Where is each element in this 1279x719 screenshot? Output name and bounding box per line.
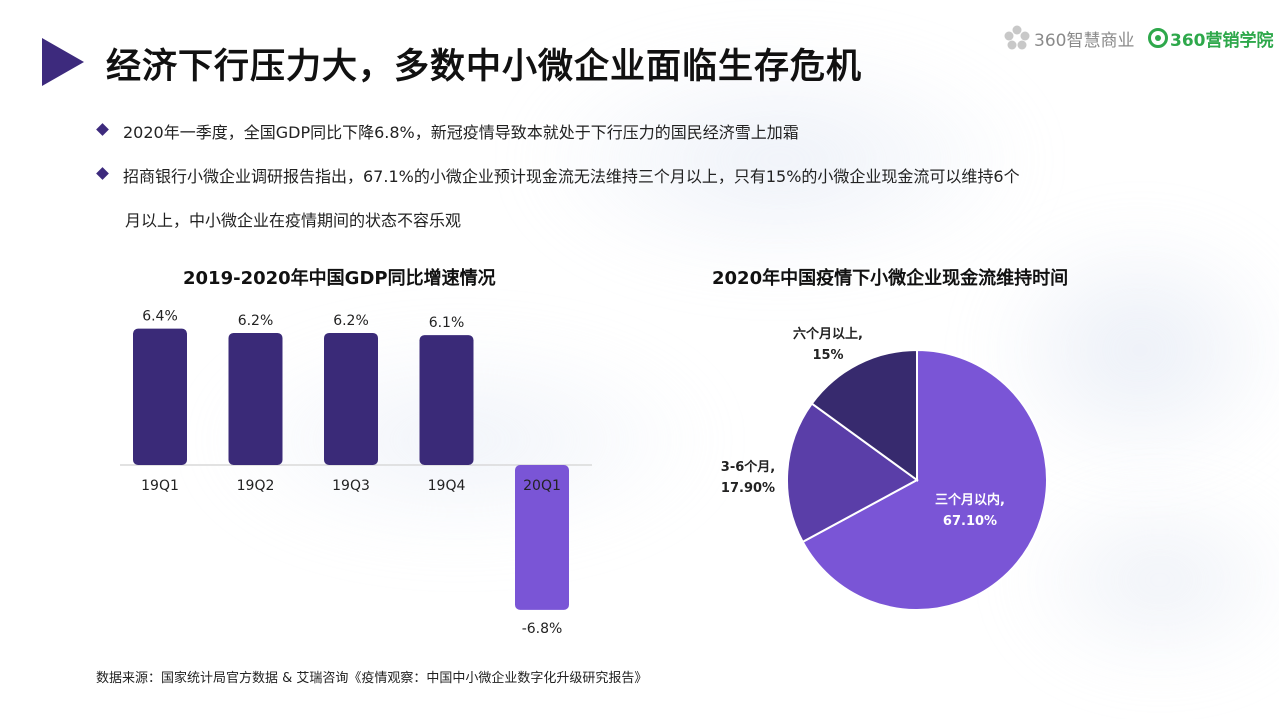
flower-logo-icon [1004, 25, 1030, 50]
logo1-text: 360智慧商业 [1034, 30, 1135, 51]
bar-category-label: 20Q1 [523, 478, 561, 494]
diamond-bullet-icon [96, 123, 109, 136]
diamond-bullet-icon [96, 167, 109, 180]
pie-slice-label: 3-6个月, [721, 459, 775, 475]
bar-19Q3 [324, 332, 378, 465]
bullet-text-continued: 月以上，中小微企业在疫情期间的状态不容乐观 [125, 211, 462, 230]
bar-category-label: 19Q4 [428, 478, 466, 494]
bullet-item: 招商银行小微企业调研报告指出，67.1%的小微企业预计现金流无法维持三个月以上，… [96, 163, 1020, 187]
data-source-note: 数据来源：国家统计局官方数据 & 艾瑞咨询《疫情观察：中国中小微企业数字化升级研… [96, 671, 648, 686]
bar-20Q1 [515, 465, 569, 610]
pie-slice-value: 67.10% [943, 514, 997, 529]
pie-chart-title: 2020年中国疫情下小微企业现金流维持时间 [712, 268, 1069, 289]
pie-slice [810, 348, 918, 482]
pie-slice [786, 402, 919, 544]
pie-slice [801, 348, 1048, 611]
logo-360-marketing-academy: 360营销学院 [1148, 24, 1274, 52]
bullet-text: 招商银行小微企业调研报告指出，67.1%的小微企业预计现金流无法维持三个月以上，… [123, 167, 1020, 186]
logo2-text: 360营销学院 [1170, 30, 1274, 51]
bar-value-label: 6.1% [429, 315, 465, 331]
logo-360-smart-business: 360智慧商业 [1004, 24, 1134, 52]
bar-category-label: 19Q2 [237, 478, 275, 494]
pie-slice-label: 三个月以内, [935, 492, 1005, 508]
background-cloud [520, 40, 1040, 280]
pie-slice-value: 17.90% [721, 481, 775, 496]
bar-value-label: -6.8% [522, 621, 563, 637]
bullet-item: 2020年一季度，全国GDP同比下降6.8%，新冠疫情导致本就处于下行压力的国民… [96, 119, 799, 143]
bar-chart-title: 2019-2020年中国GDP同比增速情况 [183, 268, 496, 289]
bar-category-label: 19Q3 [332, 478, 370, 494]
background-cloud [1010, 480, 1279, 680]
page-title: 经济下行压力大，多数中小微企业面临生存危机 [106, 47, 863, 87]
pie-slice-value: 15% [812, 348, 843, 363]
pie-slice-label: 六个月以上, [793, 326, 863, 342]
bar-value-label: 6.2% [333, 313, 369, 329]
gdp-bar-chart: 6.4% 19Q1 6.2% 19Q2 6.2% 19Q3 6.1% 19Q4 -6.8% 20Q… [120, 309, 592, 637]
bar-value-label: 6.2% [238, 313, 274, 329]
logo-circle-icon [1148, 28, 1168, 48]
bar-19Q1 [133, 328, 187, 465]
bar-19Q2 [228, 332, 283, 465]
bullet-text: 2020年一季度，全国GDP同比下降6.8%，新冠疫情导致本就处于下行压力的国民… [123, 123, 799, 142]
cashflow-pie-chart: 三个月以内, 67.10% 3-6个月, 17.90% 六个月以上, 15% [721, 326, 1048, 611]
bar-19Q4 [419, 335, 474, 465]
bar-value-label: 6.4% [142, 309, 178, 325]
title-triangle-icon [42, 38, 84, 86]
bar-category-label: 19Q1 [141, 478, 179, 494]
